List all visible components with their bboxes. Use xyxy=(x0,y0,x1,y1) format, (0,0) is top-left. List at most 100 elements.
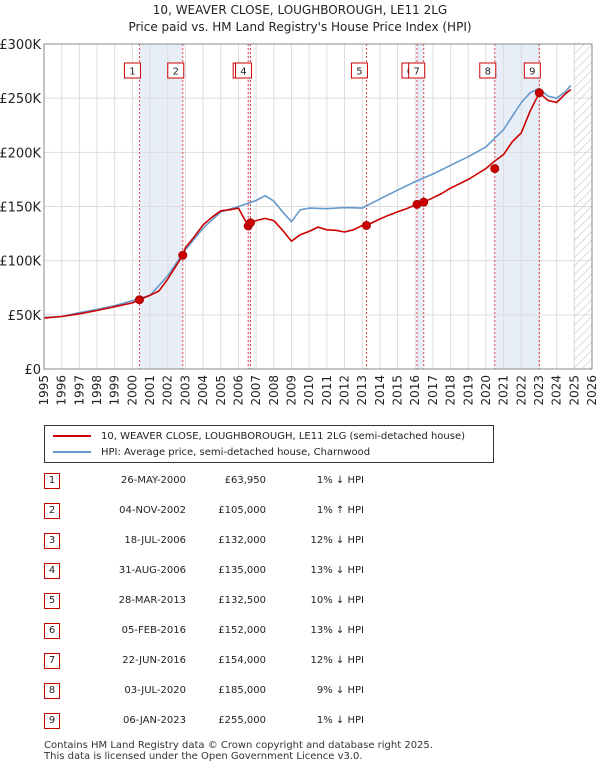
sale-price: £152,000 xyxy=(218,625,266,636)
x-tick-label: 2020 xyxy=(479,375,493,406)
sale-point-5 xyxy=(361,220,371,230)
sale-hpi-diff: 12% ↓ HPI xyxy=(310,535,364,546)
sale-label-2: 2 xyxy=(173,67,179,78)
table-row: 7 22-JUN-2016 £154,000 12% ↓ HPI xyxy=(44,653,384,671)
sale-label-1: 1 xyxy=(129,67,135,78)
sale-date: 05-FEB-2016 xyxy=(121,625,186,636)
x-tick-label: 2001 xyxy=(143,375,157,406)
sale-point-4 xyxy=(245,218,255,228)
chart-title-line1: 10, WEAVER CLOSE, LOUGHBOROUGH, LE11 2LG xyxy=(152,3,448,17)
x-tick-label: 2002 xyxy=(161,375,175,406)
sale-price: £105,000 xyxy=(218,505,266,516)
table-row: 4 31-AUG-2006 £135,000 13% ↓ HPI xyxy=(44,563,384,581)
sale-price: £185,000 xyxy=(218,685,266,696)
sale-hpi-diff: 1% ↓ HPI xyxy=(316,715,364,726)
x-tick-label: 1997 xyxy=(72,375,86,406)
sale-point-2 xyxy=(178,250,188,260)
sale-number-badge: 7 xyxy=(44,653,60,669)
sale-number-badge: 3 xyxy=(44,533,60,549)
sale-number-badge: 6 xyxy=(44,623,60,639)
x-tick-label: 2022 xyxy=(514,375,528,406)
sale-number-badge: 2 xyxy=(44,503,60,519)
sale-hpi-diff: 10% ↓ HPI xyxy=(310,595,364,606)
y-tick-label: £50K xyxy=(8,309,42,324)
legend-item-property: 10, WEAVER CLOSE, LOUGHBOROUGH, LE11 2LG… xyxy=(53,429,465,443)
sale-price: £135,000 xyxy=(218,565,266,576)
sale-hpi-diff: 1% ↓ HPI xyxy=(316,475,364,486)
series-line-property xyxy=(43,88,572,319)
legend: 10, WEAVER CLOSE, LOUGHBOROUGH, LE11 2LG… xyxy=(44,425,494,463)
sale-hpi-diff: 9% ↓ HPI xyxy=(316,685,364,696)
y-tick-label: £300K xyxy=(0,38,41,53)
sale-label-box-9 xyxy=(523,62,541,79)
legend-swatch-hpi xyxy=(53,451,91,453)
x-tick-label: 1995 xyxy=(37,375,51,406)
y-tick-label: £0 xyxy=(24,363,41,378)
y-tick-label: £150K xyxy=(0,201,41,216)
x-tick-label: 2009 xyxy=(284,375,298,406)
x-tick-label: 2005 xyxy=(214,375,228,406)
x-tick-label: 2004 xyxy=(196,375,210,406)
table-row: 3 18-JUL-2006 £132,000 12% ↓ HPI xyxy=(44,533,384,551)
table-row: 5 28-MAR-2013 £132,500 10% ↓ HPI xyxy=(44,593,384,611)
x-tick-label: 2000 xyxy=(125,375,139,406)
sale-date: 03-JUL-2020 xyxy=(124,685,186,696)
legend-item-hpi: HPI: Average price, semi-detached house,… xyxy=(53,445,370,459)
x-tick-label: 2015 xyxy=(391,375,405,406)
plot-frame xyxy=(43,43,593,370)
x-tick-label: 2024 xyxy=(550,375,564,406)
sale-hpi-diff: 1% ↑ HPI xyxy=(316,505,364,516)
sale-label-box-4 xyxy=(234,62,252,79)
x-tick-label: 2026 xyxy=(585,375,599,406)
sale-number-badge: 8 xyxy=(44,683,60,699)
x-tick-label: 2006 xyxy=(231,375,245,406)
x-tick-label: 2017 xyxy=(426,375,440,406)
sale-date: 04-NOV-2002 xyxy=(119,505,186,516)
sale-number-badge: 1 xyxy=(44,473,60,489)
sale-label-box-8 xyxy=(479,62,497,79)
x-tick-label: 2008 xyxy=(267,375,281,406)
x-tick-label: 2016 xyxy=(408,375,422,406)
sale-label-4: 4 xyxy=(240,67,246,78)
sale-price: £132,500 xyxy=(218,595,266,606)
x-tick-label: 1998 xyxy=(90,375,104,406)
x-tick-label: 2021 xyxy=(497,375,511,406)
sale-price: £154,000 xyxy=(218,655,266,666)
sale-date: 22-JUN-2016 xyxy=(122,655,186,666)
sale-number-badge: 5 xyxy=(44,593,60,609)
sale-price: £255,000 xyxy=(218,715,266,726)
x-tick-label: 2019 xyxy=(461,375,475,406)
x-tick-label: 2023 xyxy=(532,375,546,406)
sale-date: 31-AUG-2006 xyxy=(118,565,186,576)
x-tick-label: 2012 xyxy=(338,375,352,406)
sale-point-1 xyxy=(134,295,144,305)
chart-title: 10, WEAVER CLOSE, LOUGHBOROUGH, LE11 2LG… xyxy=(0,2,600,36)
x-tick-label: 2007 xyxy=(249,375,263,406)
footer-copyright: Contains HM Land Registry data © Crown c… xyxy=(44,740,433,751)
x-tick-label: 2010 xyxy=(302,375,316,406)
sale-number-badge: 9 xyxy=(44,713,60,729)
sale-label-9: 9 xyxy=(529,67,535,78)
legend-label-property: 10, WEAVER CLOSE, LOUGHBOROUGH, LE11 2LG… xyxy=(101,430,466,442)
x-tick-label: 2003 xyxy=(178,375,192,406)
sale-label-box-2 xyxy=(167,62,185,79)
sale-date: 26-MAY-2000 xyxy=(120,475,186,486)
sale-label-box-5 xyxy=(350,62,368,79)
sale-hpi-diff: 13% ↓ HPI xyxy=(310,625,364,636)
x-tick-label: 2013 xyxy=(355,375,369,406)
x-tick-label: 2014 xyxy=(373,375,387,406)
sale-number-badge: 4 xyxy=(44,563,60,579)
sale-label-box-1 xyxy=(123,62,141,79)
x-tick-label: 2018 xyxy=(444,375,458,406)
sale-label-8: 8 xyxy=(485,67,491,78)
sale-label-box-7 xyxy=(408,62,426,79)
table-row: 8 03-JUL-2020 £185,000 9% ↓ HPI xyxy=(44,683,384,701)
price-chart: 123456789£0£50K£100K£150K£200K£250K£300K… xyxy=(0,38,599,406)
footer: Contains HM Land Registry data © Crown c… xyxy=(44,740,433,762)
footer-licence: This data is licensed under the Open Gov… xyxy=(44,751,363,762)
x-tick-label: 2025 xyxy=(567,375,581,406)
sale-label-5: 5 xyxy=(356,67,362,78)
forecast-hatch xyxy=(574,44,592,369)
legend-label-hpi: HPI: Average price, semi-detached house,… xyxy=(101,446,371,458)
x-tick-label: 1996 xyxy=(55,375,69,406)
